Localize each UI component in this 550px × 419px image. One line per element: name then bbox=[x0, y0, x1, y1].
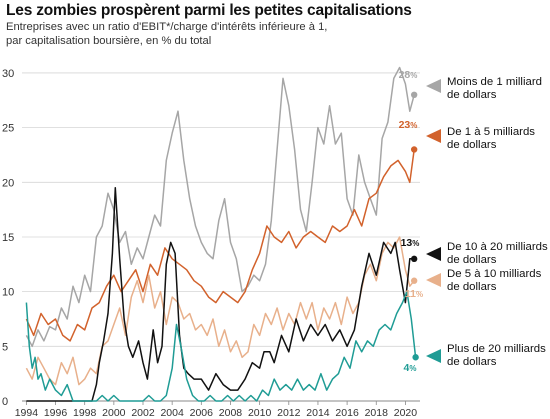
y-axis-ticks: 0 5 10 15 20 25 30 bbox=[2, 68, 14, 408]
series-pointer-icon bbox=[426, 273, 441, 287]
x-axis-ticks: 1994 1996 1998 2000 2002 2004 2006 2008 2010 2012… bbox=[15, 401, 418, 419]
series-line-5 bbox=[25, 290, 417, 402]
series-end-value: 4% bbox=[404, 362, 417, 374]
gridlines bbox=[22, 72, 420, 402]
y-tick-label: 5 bbox=[2, 341, 8, 353]
series-pointer-icon bbox=[426, 247, 441, 261]
series-line-3 bbox=[26, 187, 415, 402]
y-tick-label: 30 bbox=[2, 68, 14, 80]
series-line-2 bbox=[25, 149, 415, 342]
chart-subtitle: Entreprises avec un ratio d'EBIT*/charge… bbox=[6, 20, 426, 48]
x-tick-label: 2004 bbox=[160, 407, 184, 419]
x-tick-label: 2008 bbox=[219, 407, 243, 419]
x-tick-label: 2006 bbox=[190, 407, 214, 419]
x-tick-label: 2020 bbox=[394, 407, 418, 419]
series-label: de dollars bbox=[447, 281, 497, 293]
series-pointer-icon bbox=[426, 129, 441, 143]
series-line-1 bbox=[25, 66, 415, 348]
series-end-markers: 28% 23% 13% 11% 4% bbox=[399, 69, 424, 374]
series-end-dot bbox=[410, 277, 418, 284]
series-line-4 bbox=[25, 236, 415, 386]
series-lines bbox=[25, 66, 417, 402]
series-end-dot bbox=[410, 255, 418, 263]
series-label: Plus de 20 milliards bbox=[447, 343, 546, 355]
series-end-value: 13% bbox=[401, 237, 420, 249]
series-end-dot bbox=[412, 354, 419, 361]
y-tick-label: 25 bbox=[2, 123, 14, 135]
series-label: de dollars bbox=[447, 356, 497, 368]
y-tick-label: 0 bbox=[2, 396, 8, 408]
x-tick-label: 2012 bbox=[277, 407, 301, 419]
x-tick-label: 1998 bbox=[73, 407, 97, 419]
y-tick-label: 10 bbox=[2, 287, 14, 299]
series-label: de dollars bbox=[447, 254, 497, 266]
x-tick-label: 2000 bbox=[102, 407, 126, 419]
series-end-dot bbox=[410, 146, 418, 153]
x-tick-label: 1996 bbox=[44, 407, 68, 419]
subtitle-line-2: par capitalisation boursière, en % du to… bbox=[6, 35, 212, 47]
x-tick-label: 2014 bbox=[306, 407, 330, 419]
series-label: de dollars bbox=[447, 89, 497, 101]
series-end-value: 23% bbox=[399, 119, 418, 131]
series-label: De 5 à 10 milliards bbox=[447, 268, 542, 280]
series-label: de dollars bbox=[447, 139, 497, 151]
chart-title: Les zombies prospèrent parmi les petites… bbox=[6, 2, 412, 19]
y-tick-label: 15 bbox=[2, 232, 14, 244]
x-tick-label: 2002 bbox=[131, 407, 155, 419]
x-tick-label: 2018 bbox=[365, 407, 389, 419]
y-tick-label: 20 bbox=[2, 177, 14, 189]
series-pointer-icon bbox=[426, 79, 441, 93]
x-tick-label: 1994 bbox=[15, 407, 39, 419]
series-end-value: 28% bbox=[399, 69, 418, 81]
series-label: Moins de 1 milliard bbox=[447, 76, 542, 88]
x-tick-label: 2016 bbox=[335, 407, 359, 419]
series-label: De 1 à 5 milliards bbox=[447, 126, 535, 138]
series-end-value: 11% bbox=[405, 288, 423, 300]
series-label: De 10 à 20 milliards bbox=[447, 241, 548, 253]
series-pointer-icon bbox=[426, 349, 441, 363]
subtitle-line-1: Entreprises avec un ratio d'EBIT*/charge… bbox=[6, 21, 328, 33]
series-end-dot bbox=[410, 91, 418, 99]
x-tick-label: 2010 bbox=[248, 407, 272, 419]
